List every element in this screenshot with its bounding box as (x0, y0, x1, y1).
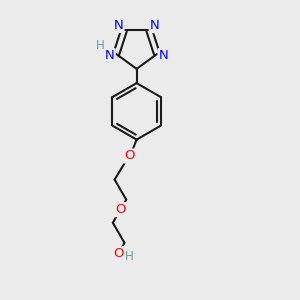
Text: H: H (96, 39, 104, 52)
Text: O: O (115, 203, 126, 216)
Text: N: N (114, 19, 124, 32)
Text: N: N (105, 49, 115, 62)
Text: O: O (113, 247, 123, 260)
Text: N: N (159, 49, 168, 62)
Text: O: O (124, 149, 134, 162)
Text: H: H (125, 250, 134, 263)
Text: N: N (150, 19, 159, 32)
